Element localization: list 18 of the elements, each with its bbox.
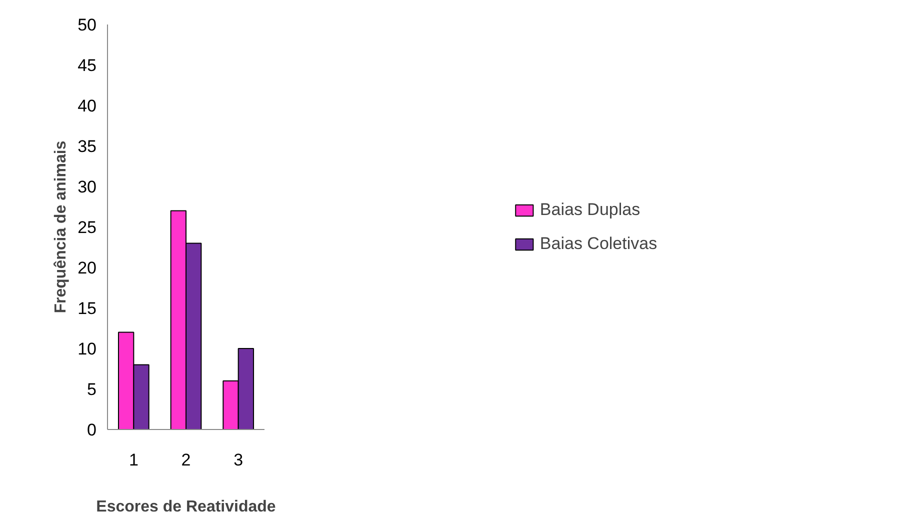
y-axis-title: Frequência de animais	[52, 140, 70, 314]
y-tick-label: 45	[78, 56, 97, 75]
y-tick-label: 40	[78, 96, 97, 116]
x-tick-label: 1	[128, 450, 138, 470]
x-tick-label: 3	[234, 450, 244, 470]
x-tick-label: 2	[181, 450, 191, 470]
y-tick-label: 25	[78, 218, 97, 237]
y-tick-label: 10	[78, 340, 97, 358]
y-tick-label: 5	[87, 380, 97, 399]
y-tick-label: 15	[78, 299, 97, 318]
y-tick-label: 20	[78, 258, 97, 278]
y-tick-label: 50	[78, 16, 97, 34]
legend-label: Baias Coletivas	[540, 234, 658, 254]
y-tick-label: 0	[87, 420, 97, 440]
y-tick-label: 30	[78, 178, 97, 196]
x-axis-title: Escores de Reatividade	[96, 498, 276, 516]
y-tick-label: 35	[78, 137, 97, 156]
legend-label: Baias Duplas	[540, 200, 640, 220]
